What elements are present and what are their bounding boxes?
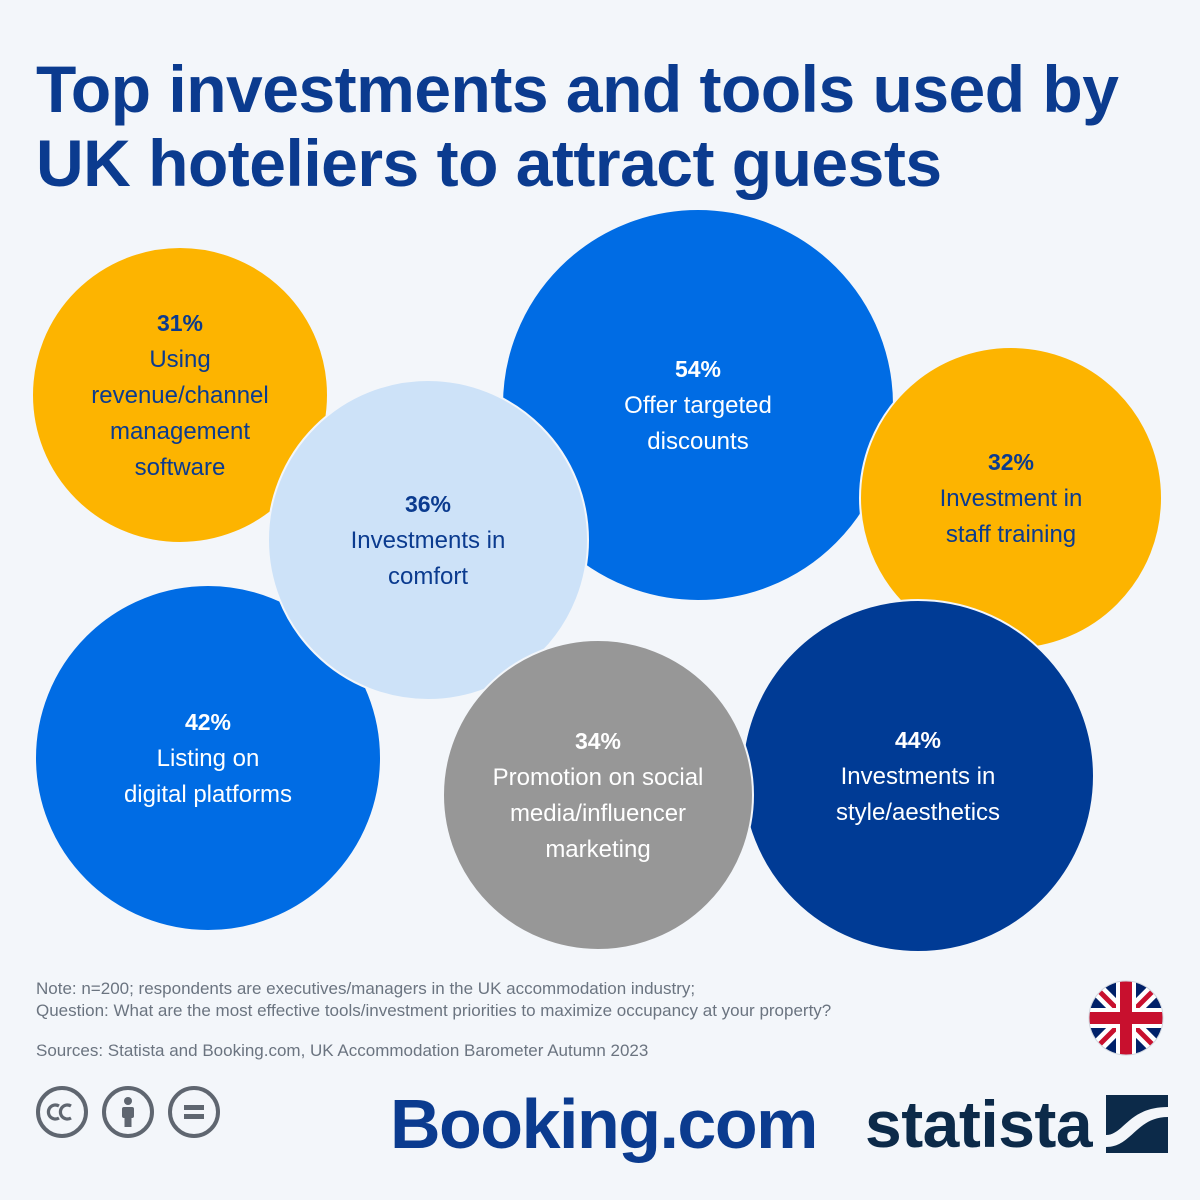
bubble-category-label: Investment in: [940, 485, 1083, 512]
bubble-category-label: style/aesthetics: [836, 799, 1000, 826]
bubble-category-label: comfort: [388, 563, 468, 590]
bubble-circle: [34, 584, 382, 932]
bubble-category-label: staff training: [946, 521, 1076, 548]
bubble-value-label: 31%: [157, 310, 203, 336]
statista-logo: statista: [865, 1086, 1169, 1162]
bubble-value-label: 32%: [988, 449, 1034, 475]
nd-icon[interactable]: [168, 1086, 220, 1138]
bubble-category-label: Using: [149, 346, 210, 373]
bubble-34: 34% Promotion on social media/influencer ma…: [442, 639, 754, 951]
bubble-circle: [267, 379, 589, 701]
statista-wordmark: statista: [865, 1087, 1093, 1161]
bubble-value-label: 42%: [185, 709, 231, 735]
by-icon[interactable]: [102, 1086, 154, 1138]
bubble-value-label: 44%: [895, 727, 941, 753]
bubble-42: 42% Listing on digital platforms: [34, 584, 382, 932]
chart-note: Note: n=200; respondents are executives/…: [36, 978, 1066, 1022]
bubble-circle: [442, 639, 754, 951]
note-line-1: Note: n=200; respondents are executives/…: [36, 979, 696, 998]
bubble-value-label: 36%: [405, 491, 451, 517]
chart-title: Top investments and tools used by UK hot…: [36, 52, 1156, 200]
license-icons: [36, 1086, 220, 1138]
bubble-category-label: management: [110, 418, 250, 445]
bubble-31: 31% Using revenue/channel management softwar…: [31, 246, 329, 544]
chart-source: Sources: Statista and Booking.com, UK Ac…: [36, 1041, 649, 1060]
bubble-44: 44% Investments in style/aesthetics: [741, 599, 1095, 953]
cc-icon[interactable]: [36, 1086, 88, 1138]
title-line-2: UK hoteliers to attract guests: [36, 126, 942, 200]
bubble-category-label: marketing: [545, 836, 650, 863]
bubble-category-label: digital platforms: [124, 781, 292, 808]
title-line-1: Top investments and tools used by: [36, 52, 1119, 126]
booking-logo: Booking.com: [390, 1085, 818, 1163]
note-line-2: Question: What are the most effective to…: [36, 1001, 832, 1020]
bubble-36: 36% Investments in comfort: [267, 379, 589, 701]
bubble-circle: [31, 246, 329, 544]
bubble-category-label: discounts: [647, 428, 748, 455]
statista-mark-icon: [1106, 1095, 1169, 1153]
bubble-category-label: Offer targeted: [624, 392, 772, 419]
bubble-category-label: Investments in: [841, 763, 996, 790]
bubble-value-label: 34%: [575, 728, 621, 754]
uk-flag-icon: [1088, 980, 1164, 1056]
bubble-category-label: revenue/channel: [91, 382, 268, 409]
bubble-category-label: Promotion on social: [493, 764, 704, 791]
bubble-category-label: software: [135, 454, 226, 481]
bubble-value-label: 54%: [675, 356, 721, 382]
bubble-category-label: Listing on: [157, 745, 260, 772]
bubble-category-label: media/influencer: [510, 800, 686, 827]
bubble-category-label: Investments in: [351, 527, 506, 554]
